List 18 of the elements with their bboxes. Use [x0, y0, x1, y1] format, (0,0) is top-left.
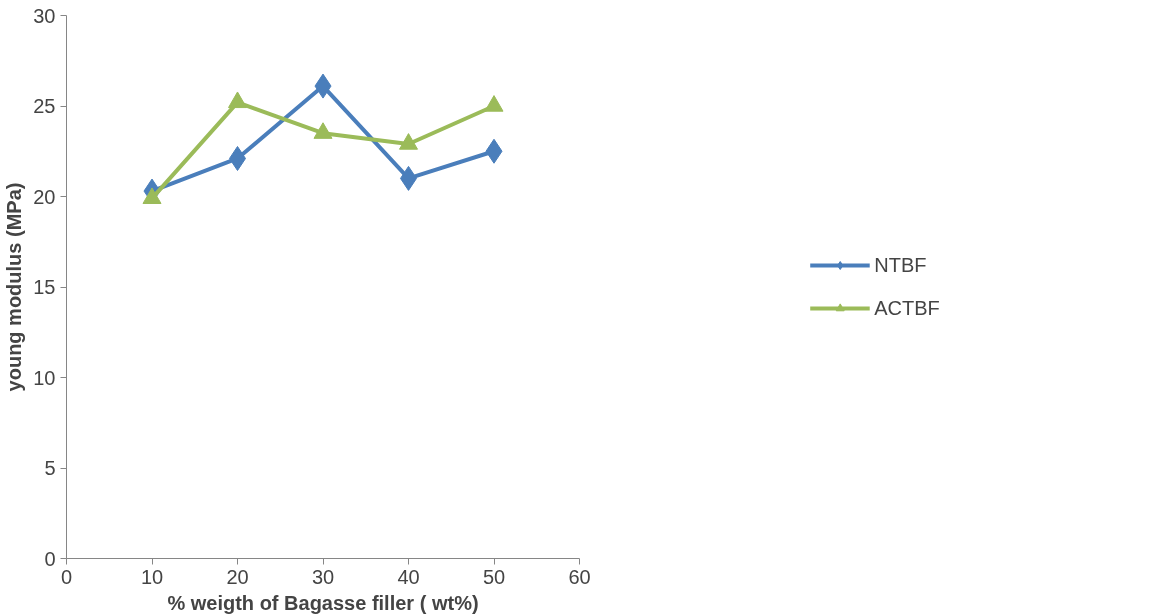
- y-tick-label: 25: [33, 95, 56, 117]
- y-tick-label: 20: [33, 185, 56, 208]
- x-tick-label: 30: [311, 565, 335, 588]
- y-tick-label: 0: [44, 547, 56, 570]
- y-tick-label: 5: [44, 457, 56, 479]
- x-tick-label: 60: [568, 565, 591, 588]
- x-tick-label: 50: [482, 565, 506, 588]
- legend-label: NTBF: [874, 253, 927, 277]
- y-tick-label: 30: [33, 4, 56, 27]
- legend-label: ACTBF: [874, 296, 940, 320]
- y-tick-label: 15: [33, 276, 56, 298]
- x-axis-title: % weigth of Bagasse filler ( wt%): [167, 591, 479, 614]
- x-tick-label: 20: [226, 565, 249, 588]
- x-tick-label: 0: [60, 565, 73, 588]
- x-tick-label: 10: [140, 565, 164, 588]
- y-axis-title: young modulus (MPa): [3, 182, 26, 392]
- x-tick-label: 40: [397, 565, 420, 588]
- y-tick-label: 10: [33, 366, 56, 389]
